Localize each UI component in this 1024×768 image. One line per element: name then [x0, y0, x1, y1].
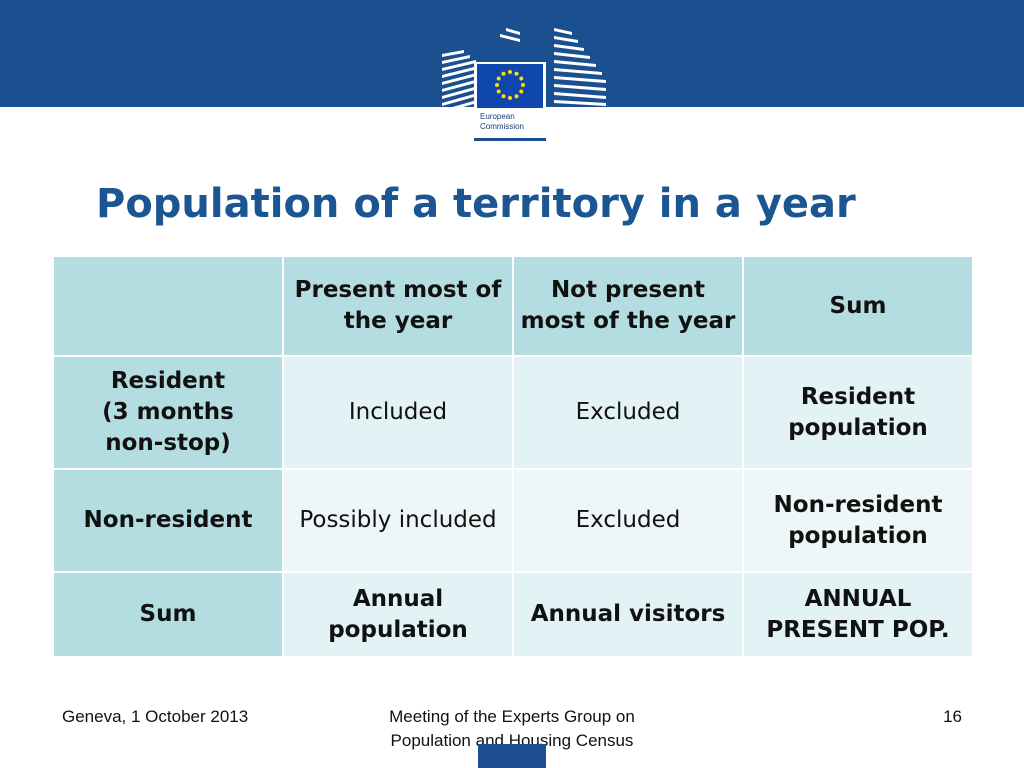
table-row-sum: Sum Annual population Annual visitors AN… — [54, 573, 972, 656]
table-cell: Excluded — [514, 470, 742, 571]
table-cell: Included — [284, 357, 512, 468]
logo-text-line2: Commission — [480, 122, 524, 131]
column-header-not-present: Not present most of the year — [514, 257, 742, 355]
corner-cell — [54, 257, 282, 355]
logo-text-line1: European — [480, 112, 515, 121]
eu-stars-icon — [495, 70, 525, 100]
slide-title: Population of a territory in a year — [96, 181, 856, 227]
row-header-resident: Resident (3 months non-stop) — [54, 357, 282, 468]
table-header-row: Present most of the year Not present mos… — [54, 257, 972, 355]
table-cell: Non-resident population — [744, 470, 972, 571]
footer-meeting-line1: Meeting of the Experts Group on — [389, 707, 635, 726]
table-cell: ANNUAL PRESENT POP. — [744, 573, 972, 656]
table-cell: Possibly included — [284, 470, 512, 571]
european-commission-logo: European Commission — [442, 28, 606, 142]
bottom-tab-decoration — [478, 744, 546, 768]
column-header-present: Present most of the year — [284, 257, 512, 355]
footer-meeting-title: Meeting of the Experts Group on Populati… — [350, 705, 674, 753]
table-row-non-resident: Non-resident Possibly included Excluded … — [54, 470, 972, 571]
population-table: Present most of the year Not present mos… — [52, 255, 974, 658]
column-header-sum: Sum — [744, 257, 972, 355]
footer-meeting-line2: Population and Housing Census — [390, 731, 634, 750]
table-cell: Excluded — [514, 357, 742, 468]
table-cell: Resident population — [744, 357, 972, 468]
table-row-resident: Resident (3 months non-stop) Included Ex… — [54, 357, 972, 468]
row-header-sum: Sum — [54, 573, 282, 656]
table-cell: Annual visitors — [514, 573, 742, 656]
table-cell: Annual population — [284, 573, 512, 656]
footer-location-date: Geneva, 1 October 2013 — [62, 707, 249, 726]
row-header-non-resident: Non-resident — [54, 470, 282, 571]
page-number: 16 — [943, 707, 962, 726]
